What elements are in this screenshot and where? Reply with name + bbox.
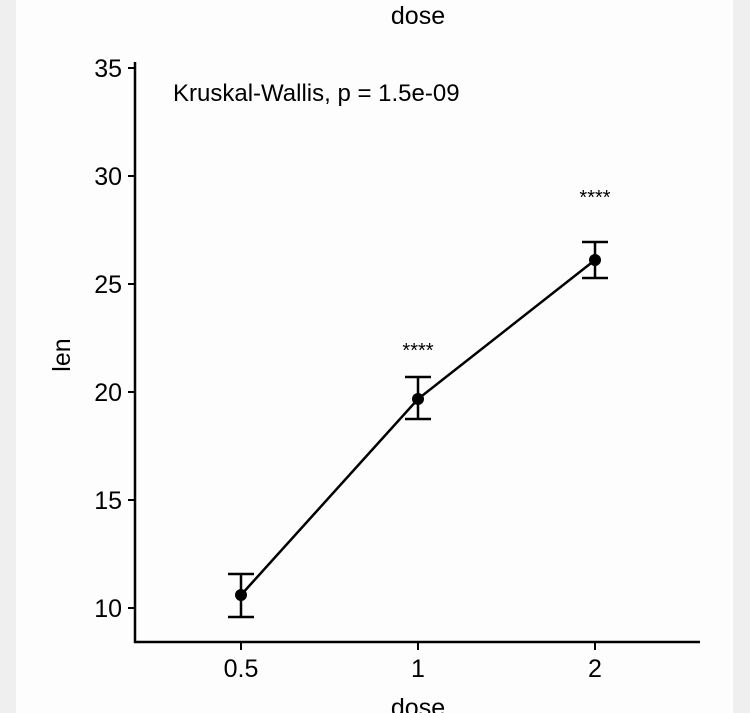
error-bars	[228, 240, 608, 619]
x-tick-label: 1	[411, 655, 425, 683]
x-tick-label: 2	[588, 655, 602, 683]
data-point	[412, 393, 424, 405]
y-tick-label: 20	[94, 379, 122, 407]
data-point	[589, 254, 601, 266]
x-axis-label: dose	[391, 694, 445, 713]
y-tick-label: 30	[94, 163, 122, 191]
significance-label: ****	[579, 187, 610, 209]
x-tick-label: 0.5	[224, 655, 259, 683]
y-axis-label: len	[48, 338, 76, 371]
y-ticks	[128, 67, 135, 609]
y-tick-label: 10	[94, 595, 122, 623]
data-point	[235, 589, 247, 601]
y-tick-label: 35	[94, 55, 122, 83]
significance-label: ****	[402, 340, 433, 362]
y-tick-label: 25	[94, 271, 122, 299]
chart-title: dose	[391, 2, 445, 30]
test-annotation: Kruskal-Wallis, p = 1.5e-09	[173, 80, 460, 107]
y-tick-label: 15	[94, 487, 122, 515]
data-points	[235, 254, 601, 601]
x-ticks	[240, 642, 596, 650]
data-line	[240, 259, 596, 596]
